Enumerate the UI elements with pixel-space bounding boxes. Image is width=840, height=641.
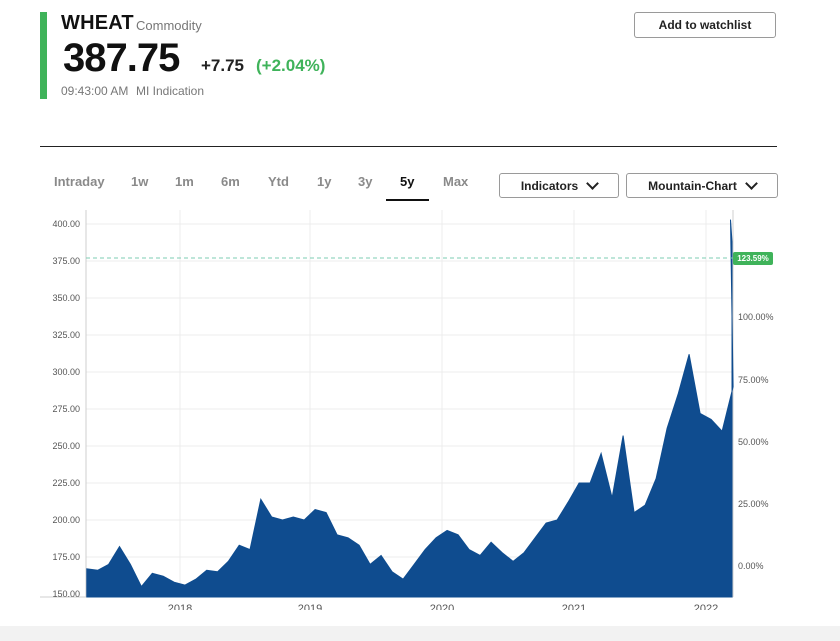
price-change-percent: (+2.04%)	[256, 56, 326, 75]
y-tick-label: 300.00	[52, 367, 80, 377]
range-tab-1m[interactable]: 1m	[175, 174, 194, 189]
reference-badge	[733, 252, 773, 266]
symbol-title: WHEAT	[61, 12, 134, 34]
price-change: +7.75	[201, 56, 245, 75]
range-tab-3y[interactable]: 3y	[358, 174, 373, 189]
header-divider	[40, 146, 777, 147]
y-tick-label: 250.00	[52, 441, 80, 451]
x-tick-label: 2020	[430, 603, 454, 610]
range-tab-intraday[interactable]: Intraday	[54, 174, 105, 189]
price-chart[interactable]: 400.00 375.00 350.00 325.00 300.00 275.00 250.…	[0, 200, 840, 610]
range-tab-ytd[interactable]: Ytd	[268, 174, 289, 189]
y2-tick-label: 0.00%	[738, 561, 764, 571]
y-tick-label: 200.00	[52, 515, 80, 525]
range-tab-max[interactable]: Max	[443, 174, 469, 189]
x-tick-label: 2019	[298, 603, 322, 610]
y2-tick-label: 75.00%	[738, 375, 769, 385]
chevron-down-icon	[744, 177, 758, 190]
y-tick-label: 225.00	[52, 478, 80, 488]
chart-type-label: Mountain-Chart	[648, 178, 737, 193]
y-tick-label: 275.00	[52, 404, 80, 414]
range-tab-6m[interactable]: 6m	[221, 174, 240, 189]
indicators-dropdown[interactable]: Indicators	[499, 173, 619, 198]
y-axis-ticks: 400.00 375.00 350.00 325.00 300.00 275.00 250.…	[52, 219, 80, 599]
range-tab-1y[interactable]: 1y	[317, 174, 332, 189]
reference-layer: 123.59%	[86, 252, 773, 266]
quote-time: 09:43:00 AM	[61, 84, 129, 98]
last-price: 387.75	[63, 36, 180, 80]
price-accent-bar	[40, 12, 47, 99]
price-area-layer	[86, 219, 734, 598]
x-tick-label: 2021	[562, 603, 586, 610]
active-tab-underline	[386, 199, 429, 201]
y-tick-label: 400.00	[52, 219, 80, 229]
reference-badge-label: 123.59%	[737, 254, 769, 263]
y-tick-label: 350.00	[52, 293, 80, 303]
y-tick-label: 375.00	[52, 256, 80, 266]
y2-tick-label: 50.00%	[738, 437, 769, 447]
y2-tick-label: 25.00%	[738, 499, 769, 509]
y-tick-label: 175.00	[52, 552, 80, 562]
y2-axis-ticks: 100.00% 75.00% 50.00% 25.00% 0.00%	[738, 312, 774, 571]
y2-tick-label: 100.00%	[738, 312, 774, 322]
footer-strip	[0, 626, 840, 641]
chart-type-dropdown[interactable]: Mountain-Chart	[626, 173, 778, 198]
y-tick-label: 325.00	[52, 330, 80, 340]
range-tab-1w[interactable]: 1w	[131, 174, 149, 189]
indicators-label: Indicators	[520, 178, 579, 193]
quote-indication: MI Indication	[136, 84, 205, 98]
asset-type-label: Commodity	[136, 18, 202, 33]
x-tick-label: 2018	[168, 603, 192, 610]
x-tick-label: 2022	[694, 603, 718, 610]
y-tick-label: 150.00	[52, 589, 80, 599]
range-tab-5y[interactable]: 5y	[400, 174, 415, 189]
add-to-watchlist-button[interactable]: Add to watchlist	[634, 12, 776, 38]
chevron-down-icon	[586, 177, 600, 190]
price-area	[86, 219, 734, 598]
x-axis-ticks: 2018 2019 2020 2021 2022	[168, 603, 718, 610]
